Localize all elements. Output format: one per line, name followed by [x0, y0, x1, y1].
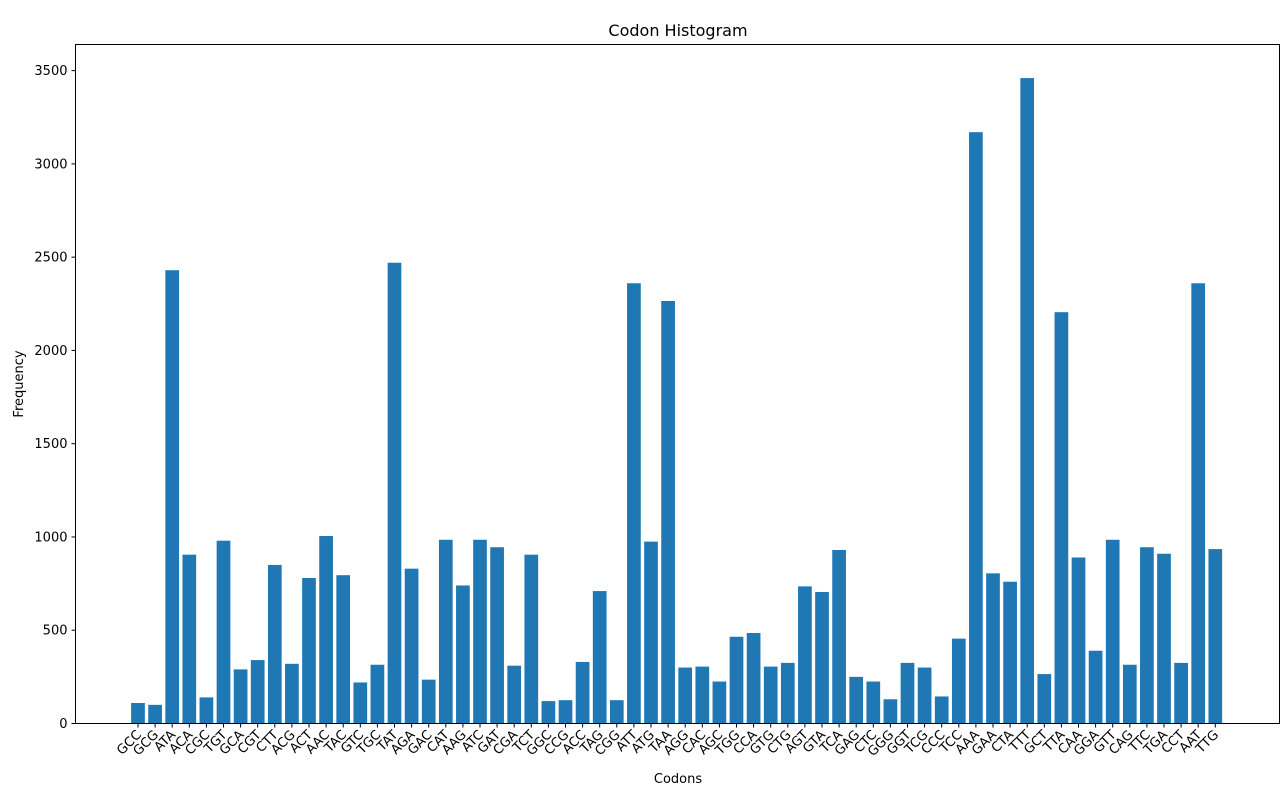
- bar-TCT: [524, 554, 539, 724]
- bar-TAC: [336, 575, 351, 724]
- bar-CAA: [1071, 557, 1086, 724]
- bar-TTT: [1020, 78, 1035, 724]
- bar-ATT: [627, 283, 641, 724]
- y-tick-label: 3000: [34, 157, 67, 172]
- bar-CCT: [1174, 662, 1188, 724]
- y-axis-label: Frequency: [12, 350, 27, 417]
- bar-TAT: [387, 262, 402, 724]
- bar-CTT: [267, 564, 282, 724]
- plot-area: [131, 78, 1223, 724]
- bar-ATC: [473, 539, 487, 724]
- bar-CCC: [934, 696, 949, 724]
- x-axis-label: Codons: [654, 772, 702, 787]
- bar-CCA: [746, 633, 761, 724]
- bar-ATA: [165, 270, 180, 724]
- bar-TTG: [1208, 549, 1223, 724]
- bar-TAA: [661, 300, 675, 724]
- bar-AAA: [969, 132, 983, 724]
- bar-CAG: [1122, 664, 1137, 724]
- bar-TGG: [729, 636, 744, 724]
- bar-GCG: [148, 704, 162, 724]
- y-tick-label: 1500: [34, 437, 67, 452]
- chart-title: Codon Histogram: [608, 21, 747, 40]
- bar-TTA: [1054, 312, 1069, 724]
- bar-ACA: [182, 554, 197, 724]
- bar-GGC: [541, 701, 556, 724]
- bar-CAT: [438, 539, 453, 724]
- bar-CCG: [558, 700, 573, 724]
- bar-ATG: [644, 541, 658, 724]
- bar-CAC: [695, 666, 710, 724]
- bar-ACT: [302, 578, 316, 724]
- plot-frame: [75, 44, 1280, 724]
- bar-CTA: [1003, 581, 1017, 724]
- bar-GTA: [815, 591, 829, 724]
- y-tick-label: 1000: [34, 530, 67, 545]
- bar-CGA: [507, 665, 522, 724]
- bar-GTC: [353, 682, 368, 724]
- y-tick-label: 2000: [34, 344, 67, 359]
- x-axis: GCCGCGATAACACGCTGTGCACGTCTTACGACTAACTACG…: [114, 723, 1222, 760]
- bar-AGG: [678, 667, 693, 724]
- bar-GTT: [1105, 539, 1120, 724]
- bar-TCC: [951, 638, 966, 724]
- bar-ACG: [285, 663, 299, 724]
- bar-GCA: [233, 669, 248, 724]
- bar-TAG: [592, 591, 607, 724]
- bar-AAG: [456, 585, 470, 724]
- bar-TGT: [216, 540, 231, 724]
- bar-TGA: [1157, 553, 1171, 724]
- bar-GAG: [849, 676, 864, 724]
- bar-GGG: [883, 699, 898, 724]
- y-tick-label: 0: [59, 717, 67, 732]
- bar-CTG: [780, 662, 795, 724]
- y-tick-label: 3500: [34, 64, 67, 79]
- bar-AGA: [404, 568, 419, 724]
- bar-GAC: [421, 679, 436, 724]
- bar-AGT: [798, 586, 812, 724]
- bar-GTG: [763, 666, 778, 724]
- bar-TCA: [832, 550, 846, 724]
- bar-GGT: [900, 662, 915, 724]
- bar-TGC: [370, 664, 385, 724]
- bar-GAA: [986, 573, 1000, 724]
- bar-CGC: [199, 697, 214, 724]
- bar-GGA: [1088, 650, 1103, 724]
- y-tick-label: 500: [43, 624, 68, 639]
- y-axis: 0 500 1000 1500 2000 2500 3000 3500: [34, 64, 76, 732]
- bar-TCG: [917, 667, 932, 724]
- bar-GAT: [490, 547, 504, 724]
- bar-AAC: [319, 536, 333, 724]
- bar-CGG: [609, 700, 624, 724]
- bar-AAT: [1191, 283, 1206, 724]
- bar-GCT: [1037, 674, 1052, 724]
- bar-CTC: [866, 681, 881, 724]
- bar-ACC: [575, 661, 590, 724]
- bar-TTC: [1140, 547, 1154, 724]
- bar-CGT: [250, 660, 265, 724]
- bar-AGC: [712, 681, 727, 724]
- bar-GCC: [131, 702, 145, 724]
- y-tick-label: 2500: [34, 251, 67, 266]
